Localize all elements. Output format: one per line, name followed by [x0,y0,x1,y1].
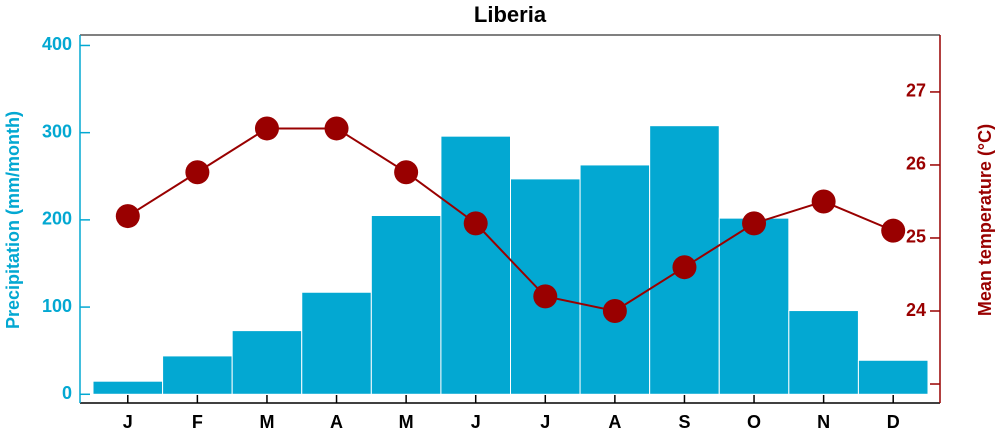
temperature-marker [254,116,279,141]
x-tick-label: A [330,412,343,432]
bar [788,310,859,395]
x-tick-label: J [471,412,481,432]
bar [370,215,442,395]
y2-tick-label: 27 [906,81,926,101]
temperature-marker [115,204,140,229]
x-tick-label: S [678,412,690,432]
x-tick-label: F [192,412,203,432]
y2-axis-label: Mean temperature (°C) [975,124,995,316]
y-axis-label: Precipitation (mm/month) [3,111,23,329]
temperature-marker [185,160,210,185]
temperature-marker [533,284,558,309]
temperature-marker [394,160,419,185]
temperature-marker [742,211,767,236]
y-tick-label: 300 [42,121,72,141]
x-tick-label: D [887,412,900,432]
bar [718,217,790,395]
y2-tick-label: 26 [906,154,926,174]
x-tick-label: M [399,412,414,432]
bar [231,330,303,395]
bar [92,380,164,395]
temperature-marker [881,218,906,243]
bar [857,359,929,395]
x-tick-label: A [608,412,621,432]
x-tick-label: J [123,412,133,432]
temperature-marker [324,116,349,141]
bar [301,291,372,395]
bar [162,355,233,395]
y-tick-label: 100 [42,296,72,316]
x-tick-label: N [817,412,830,432]
y2-tick-label: 24 [906,300,926,320]
temperature-marker [811,189,836,214]
y2-tick-label: 25 [906,227,926,247]
x-tick-label: J [540,412,550,432]
y-tick-label: 400 [42,34,72,54]
temperature-marker [463,211,488,236]
bar [440,135,511,395]
x-tick-label: O [747,412,761,432]
y-tick-label: 0 [62,383,72,403]
temperature-line [127,127,894,313]
temperature-marker [602,299,627,323]
bar [579,164,651,395]
chart-title: Liberia [474,2,547,27]
x-tick-label: M [259,412,274,432]
y-tick-label: 200 [42,209,72,229]
temperature-marker [672,255,697,280]
